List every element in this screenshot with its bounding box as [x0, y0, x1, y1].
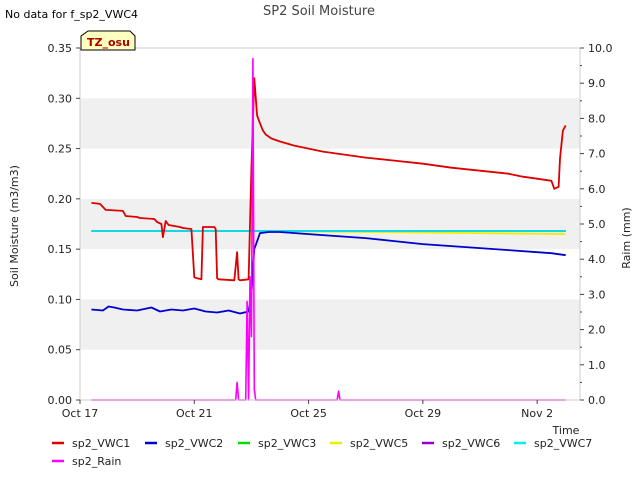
y-tick-label: 0.00 — [48, 394, 73, 407]
y2-tick-label: 4.0 — [588, 253, 606, 266]
x-tick-label: Oct 29 — [405, 407, 442, 420]
legend-label: sp2_VWC7 — [534, 437, 592, 450]
y-tick-label: 0.15 — [48, 243, 73, 256]
y-tick-label: 0.30 — [48, 92, 73, 105]
y-tick-label: 0.25 — [48, 143, 73, 156]
y2-tick-label: 10.0 — [588, 42, 613, 55]
y2-tick-label: 9.0 — [588, 77, 606, 90]
grid-band — [80, 98, 580, 149]
x-tick-label: Oct 21 — [176, 407, 213, 420]
legend-label: sp2_VWC6 — [442, 437, 500, 450]
legend-item-sp2_VWC5: sp2_VWC5 — [330, 437, 408, 450]
grid-band — [80, 299, 580, 350]
series-line-sp2_Rain — [91, 57, 566, 401]
grid-bands — [80, 98, 580, 350]
y-tick-label: 0.10 — [48, 293, 73, 306]
legend-label: sp2_VWC5 — [350, 437, 408, 450]
x-tick-label: Nov 2 — [521, 407, 553, 420]
x-tick-label: Oct 17 — [62, 407, 99, 420]
y2-tick-label: 5.0 — [588, 218, 606, 231]
chart-title: SP2 Soil Moisture — [263, 4, 375, 19]
grid-band — [80, 198, 580, 250]
no-data-note: No data for f_sp2_VWC4 — [5, 8, 138, 21]
y2-axis-label: Raim (mm) — [620, 207, 633, 268]
legend-item-sp2_VWC2: sp2_VWC2 — [145, 437, 223, 450]
legend: sp2_VWC1 sp2_VWC2 sp2_VWC3 sp2_VWC5 sp2_VWC6… — [52, 437, 592, 468]
legend-label: sp2_VWC1 — [72, 437, 130, 450]
y2-tick-label: 8.0 — [588, 112, 606, 125]
y-tick-label: 0.35 — [48, 42, 73, 55]
legend-item-sp2_VWC6: sp2_VWC6 — [422, 437, 500, 450]
axes: 0.00 0.05 0.10 0.15 0.20 0.25 0.30 0.35 0.0 1.0 2.… — [48, 42, 613, 420]
x-tick-label: Oct 25 — [290, 407, 327, 420]
y2-tick-label: 6.0 — [588, 183, 606, 196]
legend-label: sp2_VWC3 — [258, 437, 316, 450]
legend-item-sp2_VWC1: sp2_VWC1 — [52, 437, 130, 450]
legend-label: sp2_Rain — [72, 455, 121, 468]
y-axis-label: Soil Moisture (m3/m3) — [8, 165, 21, 287]
y-tick-label: 0.20 — [48, 193, 73, 206]
badge-box — [80, 30, 136, 51]
y2-tick-label: 7.0 — [588, 148, 606, 161]
y2-tick-label: 0.0 — [588, 394, 606, 407]
y2-tick-label: 1.0 — [588, 359, 606, 372]
y-tick-label: 0.05 — [48, 344, 73, 357]
legend-item-sp2_VWC3: sp2_VWC3 — [238, 437, 316, 450]
series-line-sp2_VWC1 — [91, 77, 567, 282]
tz-badge: TZ_osu — [80, 30, 136, 51]
badge-label: TZ_osu — [87, 36, 130, 49]
legend-label: sp2_VWC2 — [165, 437, 223, 450]
legend-item-sp2_Rain: sp2_Rain — [52, 455, 121, 468]
y2-tick-label: 3.0 — [588, 288, 606, 301]
legend-item-sp2_VWC7: sp2_VWC7 — [514, 437, 592, 450]
x-axis-label: Time — [552, 424, 580, 437]
series-layer — [91, 57, 567, 401]
y2-tick-label: 2.0 — [588, 324, 606, 337]
